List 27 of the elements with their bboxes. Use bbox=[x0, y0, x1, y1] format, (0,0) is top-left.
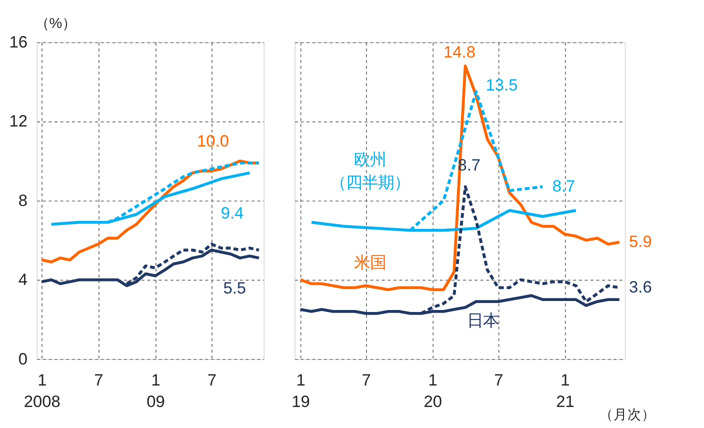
y-axis-title: （%） bbox=[35, 16, 76, 32]
x-tick-label: 7 bbox=[494, 372, 504, 390]
annotation: 3.6 bbox=[629, 278, 652, 297]
annotation: 9.4 bbox=[220, 204, 244, 222]
x-tick-label: 1 21 bbox=[556, 372, 574, 411]
y-tick-label: 12 bbox=[9, 112, 28, 131]
text: 欧州（四半期） bbox=[330, 150, 410, 192]
x-tick-label: 7 bbox=[207, 372, 217, 390]
annotation: 5.9 bbox=[629, 232, 652, 251]
x-tick-label: 1 09 bbox=[146, 372, 165, 411]
annotation: 14.8 bbox=[444, 43, 476, 62]
x-tick-label: 1 2008 bbox=[24, 372, 60, 411]
annotation: 13.5 bbox=[486, 76, 518, 95]
x-tick-label: 7 bbox=[362, 372, 371, 390]
annotation: 5.5 bbox=[223, 280, 246, 298]
text: （月次） bbox=[600, 406, 656, 422]
x-tick-label: 7 bbox=[94, 372, 104, 390]
x-tick-label: 1 20 bbox=[424, 372, 442, 411]
series-label: 米国 bbox=[354, 254, 386, 272]
annotation: 8.7 bbox=[552, 178, 576, 196]
series-label: 日本 bbox=[466, 312, 499, 330]
y-tick-label: 16 bbox=[9, 34, 28, 52]
annotation: 10.0 bbox=[197, 132, 229, 151]
y-tick-label: 0 bbox=[18, 350, 28, 368]
y-tick-label: 8 bbox=[18, 192, 28, 210]
y-tick-label: 4 bbox=[18, 271, 28, 290]
x-tick-label: 1 19 bbox=[292, 372, 310, 411]
